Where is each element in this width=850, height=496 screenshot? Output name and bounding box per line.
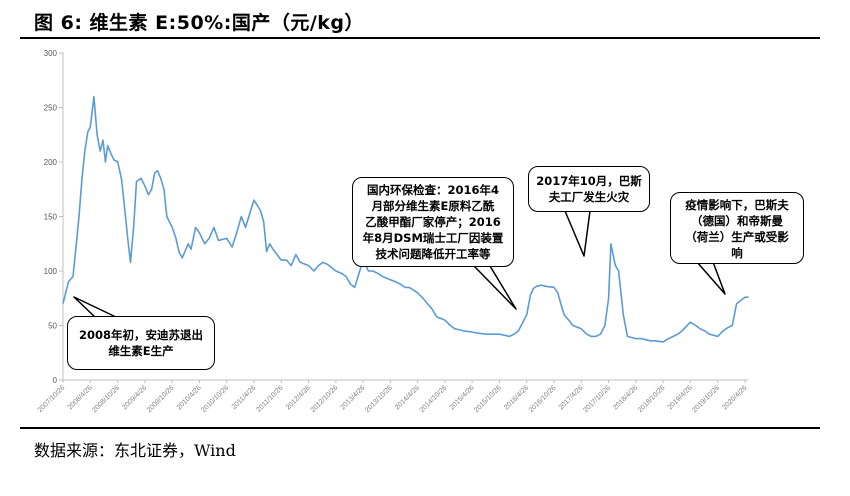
x-tick-label: 2016/10/26	[528, 384, 558, 414]
figure-title: 图 6: 维生素 E:50%:国产（元/kg）	[34, 12, 364, 34]
x-tick-label: 2016/4/26	[503, 384, 530, 411]
y-tick-label: 300	[44, 49, 58, 58]
source-note: 数据来源：东北证券，Wind	[34, 441, 236, 460]
x-tick-label: 2009/4/26	[121, 384, 148, 411]
x-tick-label: 2011/10/26	[255, 384, 284, 413]
top-rule	[20, 37, 820, 39]
annotation-2020: 疫情影响下，巴斯夫 （德国）和帝斯曼 （荷兰）生产或受影 响	[670, 192, 804, 264]
x-tick-label: 2015/4/26	[449, 384, 476, 411]
bottom-rule	[20, 427, 820, 429]
x-tick-label: 2015/10/26	[473, 384, 503, 414]
y-tick-label: 250	[44, 104, 58, 113]
x-tick-label: 2011/4/26	[231, 384, 258, 411]
x-tick-label: 2020/4/26	[721, 384, 748, 411]
annotation-pointers	[73, 210, 726, 319]
x-tick-label: 2012/10/26	[310, 384, 340, 414]
annotation-2008: 2008年初，安迪苏退出 维生素E生产	[67, 316, 215, 370]
annotation-2016: 国内环保检查：2016年4 月部分维生素E原料乙酰 乙酸甲酯厂家停产；2016 …	[352, 177, 514, 267]
x-tick-label: 2019/4/26	[667, 384, 694, 411]
x-tick-label: 2010/10/26	[200, 384, 230, 414]
x-tick-label: 2008/10/26	[91, 384, 121, 414]
pointer-2020	[696, 261, 726, 295]
x-tick-label: 2013/4/26	[340, 384, 367, 411]
x-tick-label: 2018/4/26	[612, 384, 639, 411]
x-tick-label: 2019/10/26	[691, 384, 721, 414]
pointer-2008	[73, 296, 119, 319]
y-tick-label: 50	[48, 322, 57, 331]
x-tick-label: 2017/10/26	[582, 384, 612, 414]
x-tick-label: 2010/4/26	[176, 384, 203, 411]
x-tick-label: 2018/10/26	[637, 384, 667, 414]
x-tick-label: 2012/4/26	[285, 384, 312, 411]
x-tick-label: 2017/4/26	[558, 384, 585, 411]
x-tick-label: 2007/10/26	[37, 384, 67, 414]
x-tick-label: 2009/10/26	[146, 384, 176, 414]
pointer-2016	[473, 265, 517, 310]
x-tick-label: 2014/4/26	[394, 384, 421, 411]
pointer-2017	[564, 210, 591, 257]
y-tick-label: 150	[44, 213, 58, 222]
y-tick-label: 0	[53, 376, 58, 385]
y-tick-label: 200	[44, 158, 58, 167]
x-tick-label: 2014/10/26	[419, 384, 449, 414]
x-tick-label: 2008/4/26	[67, 384, 94, 411]
x-tick-label: 2013/10/26	[364, 384, 394, 414]
y-tick-label: 100	[44, 267, 58, 276]
annotation-2017: 2017年10月，巴斯 夫工厂发生火灾	[528, 166, 650, 212]
